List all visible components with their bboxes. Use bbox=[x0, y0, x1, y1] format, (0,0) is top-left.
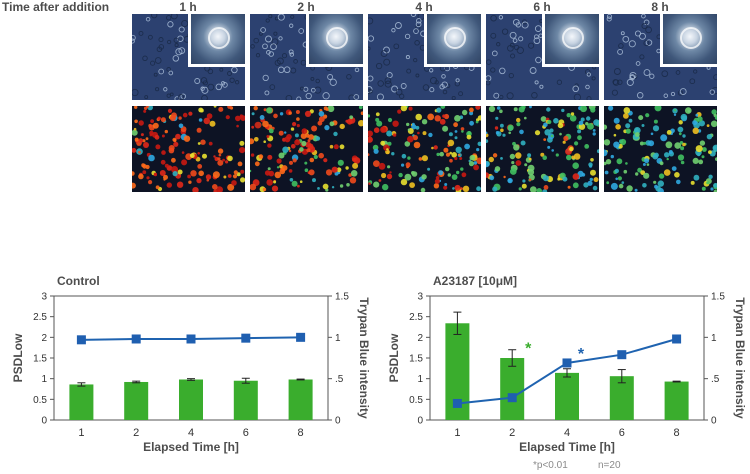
x-axis-tick-label: 2 bbox=[509, 427, 515, 439]
trypan-blue-marker bbox=[617, 350, 627, 360]
left-axis-tick-label: 0 bbox=[41, 416, 47, 427]
left-axis-tick-label: 0.5 bbox=[409, 395, 423, 406]
trypan-blue-marker bbox=[452, 398, 462, 408]
cell-closeup-inset-8h bbox=[660, 14, 717, 67]
left-axis-label: PSDLow bbox=[11, 333, 25, 382]
left-axis-tick-label: 2 bbox=[41, 333, 47, 344]
right-axis-tick-label: 1 bbox=[711, 333, 717, 344]
x-axis-tick-label: 6 bbox=[619, 427, 625, 439]
left-axis-tick-label: 3 bbox=[41, 292, 47, 303]
trypan-blue-marker bbox=[241, 333, 251, 343]
significance-asterisk: * bbox=[525, 341, 532, 358]
psdlow-bar bbox=[555, 372, 579, 420]
phase-contrast-image-4h bbox=[368, 14, 481, 100]
left-axis-tick-label: 1.5 bbox=[409, 354, 423, 365]
trypan-blue-marker bbox=[672, 334, 682, 344]
x-axis-tick-label: 6 bbox=[243, 427, 249, 439]
control-chart: Control 0 0.5 1 1.5 2 2.5 3 0.5 1 1.5 1 2 4 6 8 Elapsed… bbox=[2, 270, 372, 474]
psdlow-bar bbox=[609, 376, 634, 420]
phase-contrast-image-2h bbox=[250, 14, 363, 100]
right-axis-tick-label: .5 bbox=[711, 374, 720, 385]
time-label-6h: 6 h bbox=[533, 0, 551, 14]
time-label-2h: 2 h bbox=[297, 0, 315, 14]
right-axis-label: Trypan Blue intensity bbox=[357, 297, 371, 419]
phase-contrast-image-8h bbox=[604, 14, 717, 100]
trypan-blue-marker bbox=[131, 334, 141, 344]
time-label-4h: 4 h bbox=[415, 0, 433, 14]
left-axis-tick-label: 3 bbox=[417, 292, 423, 303]
psdlow-bar bbox=[124, 381, 149, 420]
left-axis-tick-label: 1.5 bbox=[33, 354, 47, 365]
chart-title: A23187 [10μM] bbox=[433, 274, 518, 288]
x-axis-label: Elapsed Time [h] bbox=[519, 440, 615, 454]
left-axis-tick-label: 2.5 bbox=[409, 312, 423, 323]
microscopy-image-grid bbox=[130, 14, 718, 200]
time-after-addition-label: Time after addition bbox=[2, 0, 110, 14]
right-axis-tick-label: 1.5 bbox=[335, 292, 349, 303]
fluorescence-image-1h bbox=[132, 106, 245, 192]
trypan-blue-marker bbox=[76, 335, 86, 345]
cell-closeup-inset-4h bbox=[424, 14, 481, 67]
a23187-chart: A23187 [10μM] 0 0.5 1 1.5 2 2.5 3 0.5 1 1.5 1 2 4 6 8 E… bbox=[378, 270, 748, 474]
left-axis-tick-label: 2.5 bbox=[33, 312, 47, 323]
footnote-pvalue: *p<0.01 bbox=[533, 460, 568, 471]
right-axis-tick-label: 1.5 bbox=[711, 292, 725, 303]
trypan-blue-marker bbox=[296, 332, 306, 342]
x-axis-tick-label: 8 bbox=[298, 427, 304, 439]
psdlow-bar bbox=[664, 381, 689, 420]
left-axis-tick-label: 0 bbox=[417, 416, 423, 427]
time-after-addition-header: Time after addition 1 h 2 h 4 h 6 h 8 h bbox=[0, 0, 750, 14]
left-axis-tick-label: 1 bbox=[41, 374, 47, 385]
psdlow-bar bbox=[288, 379, 313, 420]
psdlow-bar bbox=[500, 358, 525, 420]
left-axis-label: PSDLow bbox=[387, 333, 401, 382]
footnote-n: n=20 bbox=[598, 460, 621, 471]
left-axis-tick-label: 0.5 bbox=[33, 395, 47, 406]
right-axis-tick-label: .5 bbox=[335, 374, 344, 385]
left-axis-tick-label: 1 bbox=[417, 374, 423, 385]
fluorescence-image-8h bbox=[604, 106, 717, 192]
psdlow-bar bbox=[233, 380, 258, 420]
phase-contrast-image-6h bbox=[486, 14, 599, 100]
x-axis-tick-label: 4 bbox=[564, 427, 570, 439]
right-axis-tick-label: 1 bbox=[335, 333, 341, 344]
cell-closeup-inset-1h bbox=[188, 14, 245, 67]
cell-closeup-inset-2h bbox=[306, 14, 363, 67]
fluorescence-image-4h bbox=[368, 106, 481, 192]
x-axis-label: Elapsed Time [h] bbox=[143, 440, 239, 454]
trypan-blue-marker bbox=[186, 334, 196, 344]
trypan-blue-marker bbox=[507, 393, 517, 403]
phase-contrast-image-1h bbox=[132, 14, 245, 100]
x-axis-tick-label: 1 bbox=[454, 427, 460, 439]
right-axis-tick-label: 0 bbox=[711, 416, 717, 427]
psdlow-bar bbox=[69, 384, 94, 420]
x-axis-tick-label: 2 bbox=[133, 427, 139, 439]
significance-asterisk: * bbox=[578, 346, 585, 363]
time-label-8h: 8 h bbox=[651, 0, 669, 14]
right-axis-label: Trypan Blue intensity bbox=[733, 297, 747, 419]
chart-title: Control bbox=[57, 274, 100, 288]
fluorescence-image-6h bbox=[486, 106, 599, 192]
left-axis-tick-label: 2 bbox=[417, 333, 423, 344]
x-axis-tick-label: 8 bbox=[674, 427, 680, 439]
x-axis-tick-label: 1 bbox=[78, 427, 84, 439]
x-axis-tick-label: 4 bbox=[188, 427, 194, 439]
trypan-blue-marker bbox=[562, 358, 572, 368]
right-axis-tick-label: 0 bbox=[335, 416, 341, 427]
psdlow-bar bbox=[179, 379, 203, 420]
cell-closeup-inset-6h bbox=[542, 14, 599, 67]
time-label-1h: 1 h bbox=[179, 0, 197, 14]
fluorescence-image-2h bbox=[250, 106, 363, 192]
